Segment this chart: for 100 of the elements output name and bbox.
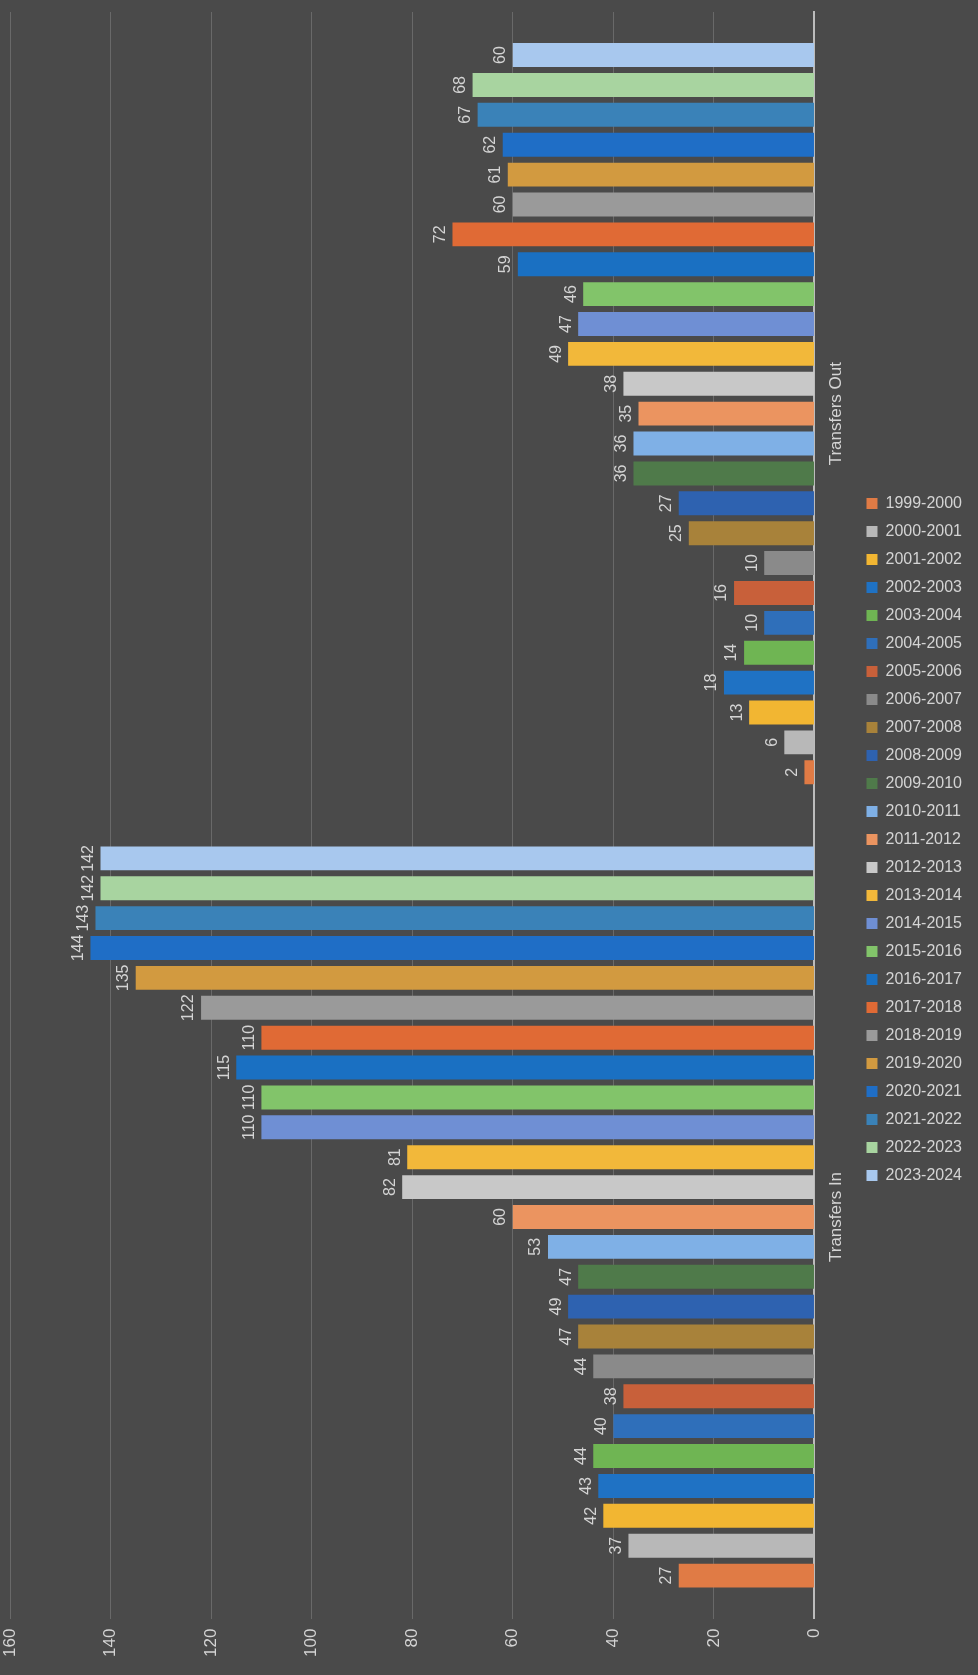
bar (100, 846, 814, 871)
data-label: 81 (385, 1148, 403, 1167)
bar (100, 876, 814, 901)
legend-label: 2014-2015 (885, 913, 963, 931)
bar (749, 700, 814, 725)
x-tick-label: 160 (0, 1628, 19, 1658)
legend-label: 2002-2003 (885, 577, 963, 595)
bar (633, 431, 814, 456)
data-label: 35 (616, 404, 634, 423)
legend-label: 2000-2001 (885, 521, 963, 539)
bar (744, 640, 814, 665)
bar (678, 491, 814, 516)
x-tick-label: 100 (301, 1628, 321, 1658)
bar (598, 1473, 814, 1498)
data-label: 60 (491, 1207, 509, 1226)
bar (723, 670, 814, 695)
legend-label: 2005-2006 (885, 661, 963, 679)
data-label: 38 (601, 1387, 619, 1406)
bar (90, 936, 814, 960)
data-label: 36 (611, 434, 629, 453)
bar (512, 1205, 814, 1229)
data-label: 82 (380, 1178, 398, 1196)
bar (678, 1563, 814, 1588)
data-label: 2 (782, 767, 800, 777)
bar (613, 1414, 814, 1439)
data-label: 37 (606, 1536, 624, 1555)
bar (507, 162, 814, 187)
data-label: 110 (239, 1024, 257, 1051)
legend-label: 2008-2009 (885, 745, 963, 763)
data-label: 42 (581, 1506, 599, 1525)
bar (407, 1145, 814, 1170)
legend-label: 2018-2019 (885, 1025, 963, 1043)
bar (261, 1025, 814, 1050)
bar (603, 1503, 814, 1528)
bar (568, 341, 814, 366)
legend-label: 2006-2007 (885, 689, 963, 707)
data-label: 25 (667, 524, 685, 543)
data-label: 46 (561, 285, 579, 304)
legend-label: 2010-2011 (885, 801, 961, 819)
data-label: 110 (239, 1114, 257, 1141)
bar (578, 312, 814, 336)
x-tick-label: 60 (502, 1628, 522, 1648)
data-label: 142 (78, 874, 96, 902)
bar (578, 1264, 814, 1289)
bar (764, 551, 814, 576)
data-label: 47 (556, 315, 574, 333)
data-label: 43 (576, 1476, 594, 1495)
bar (623, 1384, 814, 1409)
data-label: 60 (491, 46, 509, 64)
data-label: 62 (481, 135, 499, 154)
data-label: 6 (762, 737, 780, 747)
legend-label: 2022-2023 (885, 1137, 963, 1155)
x-tick-label: 80 (401, 1628, 421, 1648)
data-label: 27 (657, 494, 675, 513)
x-tick-label: 0 (804, 1628, 824, 1639)
bar (135, 965, 814, 990)
data-label: 72 (430, 225, 448, 244)
legend-label: 2012-2013 (885, 857, 963, 875)
bar (477, 102, 814, 127)
data-label: 68 (450, 75, 468, 94)
legend-label: 2017-2018 (885, 997, 963, 1015)
bar (261, 1115, 814, 1140)
legend-label: 1999-2000 (885, 493, 963, 511)
data-label: 27 (657, 1566, 675, 1585)
data-label: 135 (114, 964, 132, 992)
bar (688, 521, 814, 546)
x-tick-label: 40 (603, 1628, 623, 1648)
data-label: 38 (601, 374, 619, 393)
legend-label: 2011-2012 (885, 829, 961, 847)
legend-label: 2019-2020 (885, 1053, 963, 1071)
data-label: 44 (571, 1357, 589, 1376)
bar (261, 1085, 814, 1110)
data-label: 142 (78, 844, 96, 872)
bar (593, 1444, 814, 1468)
data-label: 49 (546, 1297, 564, 1316)
data-label: 10 (742, 613, 760, 632)
legend-label: 2001-2002 (885, 549, 963, 567)
bar (472, 72, 814, 97)
data-label: 115 (214, 1054, 232, 1081)
bar (638, 401, 814, 426)
bar (764, 610, 814, 635)
data-label: 47 (556, 1327, 574, 1346)
bar (95, 906, 814, 931)
legend-label: 2023-2024 (885, 1165, 963, 1183)
data-label: 10 (742, 554, 760, 572)
legend-label: 2016-2017 (885, 969, 963, 987)
data-label: 59 (496, 255, 514, 274)
bar (593, 1354, 814, 1379)
legend-label: 2007-2008 (885, 717, 963, 735)
data-label: 36 (611, 464, 629, 483)
x-tick-label: 120 (200, 1628, 220, 1658)
data-label: 47 (556, 1267, 574, 1286)
bar (804, 760, 814, 785)
bar (583, 282, 814, 307)
data-label: 16 (712, 583, 730, 602)
bar (568, 1294, 814, 1319)
bar (452, 222, 814, 247)
legend-label: 2015-2016 (885, 941, 963, 959)
data-label: 13 (727, 703, 745, 722)
y-tick-label: Transfers In (826, 1171, 846, 1263)
